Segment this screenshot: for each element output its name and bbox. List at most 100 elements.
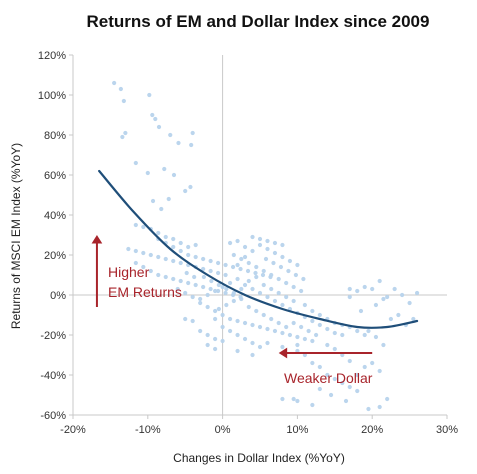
scatter-point (141, 264, 146, 270)
scatter-point (171, 258, 176, 264)
scatter-point (156, 230, 161, 236)
scatter-point (347, 286, 352, 292)
scatter-point (227, 280, 233, 286)
scatter-point (250, 322, 255, 328)
scatter-point (239, 256, 244, 262)
scatter-point (162, 166, 167, 172)
scatter-point (171, 172, 177, 178)
scatter-point (250, 286, 255, 292)
scatter-point (230, 264, 236, 270)
scatter-point (213, 336, 218, 342)
scatter-point (156, 124, 162, 130)
scatter-point (178, 260, 183, 266)
scatter-point (216, 270, 221, 276)
scatter-point (295, 262, 300, 268)
scatter-point (254, 308, 259, 314)
scatter-point (242, 244, 248, 250)
scatter-point (332, 330, 337, 336)
scatter-point (257, 324, 263, 330)
scatter-point (291, 284, 296, 290)
scatter-point (190, 294, 195, 300)
scatter-point (201, 266, 206, 272)
scatter-point (163, 274, 168, 280)
scatter-point (317, 322, 322, 328)
scatter-point (257, 236, 263, 242)
scatter-point (120, 134, 125, 140)
x-tick-label: 0% (215, 424, 231, 436)
scatter-point (205, 304, 210, 310)
scatter-point (306, 328, 311, 334)
scatter-point (265, 238, 270, 244)
scatter-point (293, 272, 299, 278)
scatter-point (223, 290, 228, 296)
scatter-point (400, 292, 405, 298)
scatter-point (250, 234, 255, 240)
scatter-point (381, 296, 386, 302)
scatter-point (183, 188, 188, 194)
scatter-point (265, 326, 270, 332)
scatter-point (227, 316, 233, 322)
y-tick-label: 80% (44, 130, 66, 142)
scatter-point (373, 302, 379, 308)
x-tick-label: 30% (436, 424, 458, 436)
scatter-point (366, 328, 371, 334)
scatter-point (269, 286, 274, 292)
scatter-point (358, 308, 364, 314)
scatter-point (220, 284, 225, 290)
scatter-point (242, 336, 248, 342)
scatter-point (295, 398, 300, 404)
scatter-point (299, 324, 304, 330)
scatter-point (235, 276, 240, 282)
scatter-point (343, 398, 349, 404)
scatter-point (278, 264, 284, 270)
scatter-point (291, 396, 296, 402)
scatter-point (148, 268, 153, 274)
scatter-point (355, 372, 360, 378)
scatter-point (284, 280, 289, 286)
scatter-point (205, 332, 210, 338)
scatter-point (291, 298, 296, 304)
scatter-point (231, 290, 236, 296)
scatter-point (238, 266, 243, 272)
scatter-point (245, 268, 251, 274)
scatter-point (175, 286, 180, 292)
scatter-point (280, 254, 285, 260)
y-tick-label: 100% (38, 90, 66, 102)
scatter-point (171, 236, 176, 242)
scatter-point (261, 312, 266, 318)
scatter-point (370, 286, 375, 292)
scatter-point (235, 348, 240, 354)
scatter-point (126, 246, 131, 252)
scatter-point (355, 328, 360, 334)
scatter-point (220, 338, 225, 344)
scatter-point (198, 300, 203, 306)
y-tick-label: 20% (44, 250, 66, 262)
scatter-point (272, 328, 278, 334)
scatter-point (269, 272, 274, 278)
scatter-point (189, 142, 194, 148)
scatter-point (183, 290, 188, 296)
points-layer (112, 80, 420, 412)
scatter-point (310, 338, 315, 344)
x-axis-title: Changes in Dollar Index (%YoY) (173, 451, 345, 465)
scatter-point (216, 260, 221, 266)
scatter-point (227, 328, 233, 334)
scatter-point (263, 256, 269, 262)
scatter-point (192, 274, 197, 280)
scatter-point (295, 342, 300, 348)
scatter-point (265, 294, 270, 300)
higher-returns-label-line-1: Higher (108, 264, 150, 280)
scatter-point (216, 306, 221, 312)
scatter-point (385, 396, 390, 402)
scatter-point (235, 332, 240, 338)
y-tick-label: 60% (44, 170, 66, 182)
scatter-point (216, 288, 221, 294)
scatter-point (271, 260, 276, 266)
scatter-point (168, 132, 173, 138)
y-tick-label: -40% (40, 370, 66, 382)
scatter-point (291, 320, 296, 326)
scatter-point (362, 284, 367, 290)
scatter-point (347, 294, 352, 300)
scatter-point (133, 160, 138, 166)
scatter-point (208, 258, 213, 264)
